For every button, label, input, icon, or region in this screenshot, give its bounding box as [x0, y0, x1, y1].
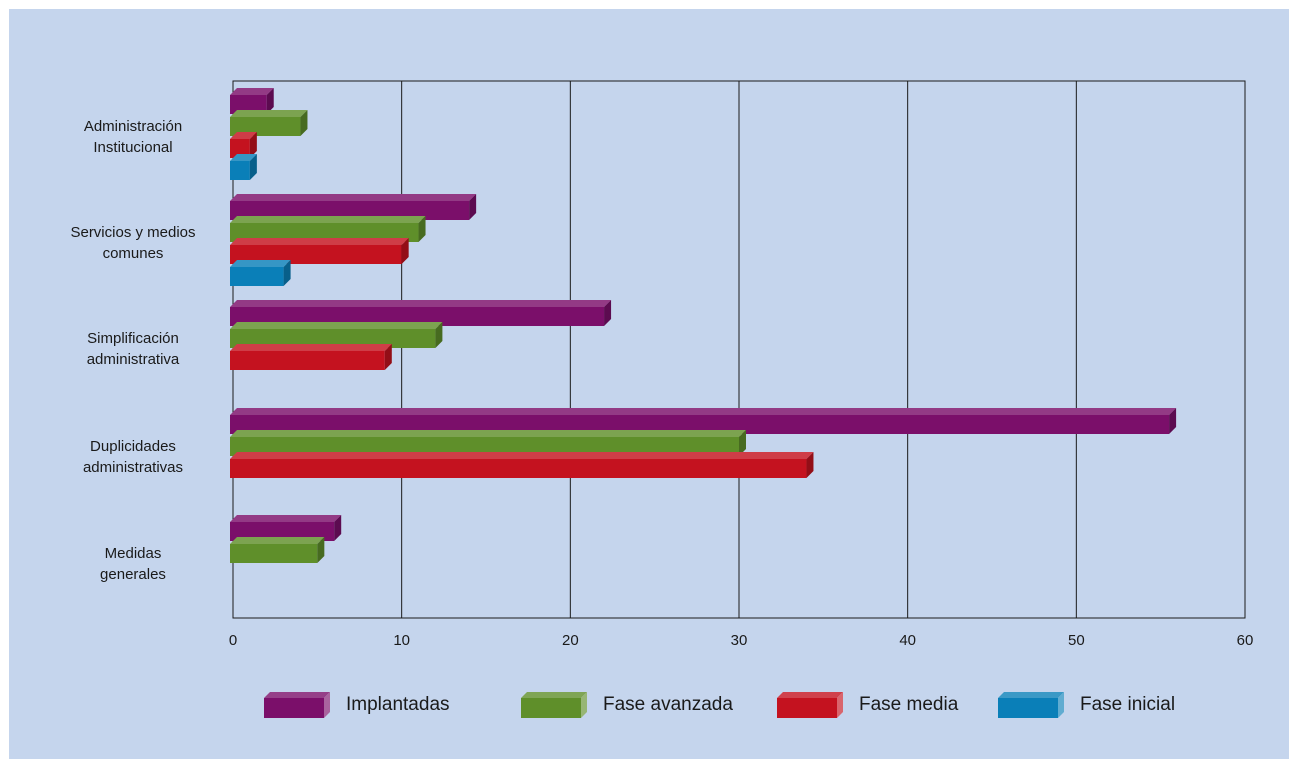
bar-side-face — [435, 322, 443, 348]
legend-item: Fase inicial — [996, 688, 1175, 722]
category-label-line: administrativa — [86, 351, 180, 368]
bar-top-face — [230, 300, 612, 307]
bar-top-face — [230, 408, 1177, 415]
bar-side-face — [384, 344, 392, 370]
x-tick-label: 30 — [731, 632, 748, 649]
category-label-line: Institucional — [93, 139, 173, 156]
bar-top-face — [230, 515, 342, 522]
category-label-line: Medidas — [104, 545, 162, 562]
bar-top-face — [230, 322, 443, 329]
bar-top-face — [230, 154, 257, 161]
x-tick-label: 60 — [1237, 632, 1254, 649]
chart-panel — [9, 9, 1289, 759]
bar-top-face — [230, 216, 426, 223]
bar — [230, 139, 250, 158]
category-label-line: generales — [100, 566, 166, 583]
legend-item: Fase media — [775, 688, 958, 722]
category-label: Servicios y medios comunes — [38, 222, 228, 264]
bar-top-face — [230, 344, 392, 351]
category-label-line: administrativas — [82, 459, 184, 476]
bar — [230, 267, 284, 286]
bar — [230, 459, 807, 478]
bar-side-face — [249, 132, 257, 158]
category-label-line: Servicios y medios — [70, 224, 196, 241]
category-label: Medidas generales — [38, 543, 228, 585]
bar — [230, 307, 605, 326]
bar-side-face — [249, 154, 257, 180]
bar-side-face — [317, 537, 325, 563]
bar — [230, 95, 267, 114]
bar-side-face — [401, 238, 409, 264]
bar-top-face — [230, 88, 274, 95]
bar-side-face — [300, 110, 308, 136]
category-label-line: Administración — [83, 118, 183, 135]
bar-top-face — [230, 260, 291, 267]
bar — [230, 117, 301, 136]
bar-side-face — [266, 88, 274, 114]
legend: Implantadas Fase avanzada Fase media Fase i… — [0, 688, 1298, 722]
bar-side-face — [739, 430, 746, 456]
bar — [230, 437, 739, 456]
legend-item: Implantadas — [262, 688, 450, 722]
bar-side-face — [806, 452, 814, 478]
bar — [230, 223, 419, 242]
bar — [230, 522, 335, 541]
category-label-line: Simplificación — [87, 330, 179, 347]
x-tick-label: 10 — [393, 632, 410, 649]
bar-side-face — [604, 300, 612, 326]
category-label: Simplificación administrativa — [38, 328, 228, 370]
x-tick-label: 20 — [562, 632, 579, 649]
legend-swatch — [521, 692, 587, 718]
legend-item: Fase avanzada — [519, 688, 733, 722]
legend-label: Fase inicial — [1080, 694, 1176, 715]
bar-side-face — [334, 515, 342, 541]
legend-label: Fase avanzada — [603, 694, 733, 715]
legend-label: Implantadas — [346, 694, 450, 715]
category-label-line: comunes — [102, 245, 164, 262]
bar-top-face — [230, 238, 409, 245]
bar-top-face — [230, 194, 477, 201]
bar-top-face — [230, 537, 325, 544]
x-tick-label: 50 — [1068, 632, 1085, 649]
bar — [230, 415, 1170, 434]
bar — [230, 544, 318, 563]
bar-side-face — [469, 194, 477, 220]
bar-top-face — [230, 132, 257, 139]
category-label-line: Duplicidades — [90, 438, 176, 455]
bar-top-face — [230, 452, 814, 459]
bar — [230, 201, 470, 220]
bar-side-face — [418, 216, 426, 242]
bar-top-face — [230, 430, 746, 437]
legend-swatch — [777, 692, 843, 718]
legend-swatch — [998, 692, 1064, 718]
legend-label: Fase media — [859, 694, 959, 715]
x-tick-label: 40 — [899, 632, 916, 649]
bar — [230, 351, 385, 370]
bar-top-face — [230, 110, 308, 117]
legend-swatch — [264, 692, 330, 718]
bar — [230, 329, 436, 348]
bar-side-face — [283, 260, 291, 286]
bar — [230, 161, 250, 180]
bar — [230, 245, 402, 264]
category-label: Duplicidades administrativas — [38, 436, 228, 478]
bar-side-face — [1169, 408, 1177, 434]
category-label: Administración Institucional — [38, 116, 228, 158]
x-tick-label: 0 — [229, 632, 237, 649]
